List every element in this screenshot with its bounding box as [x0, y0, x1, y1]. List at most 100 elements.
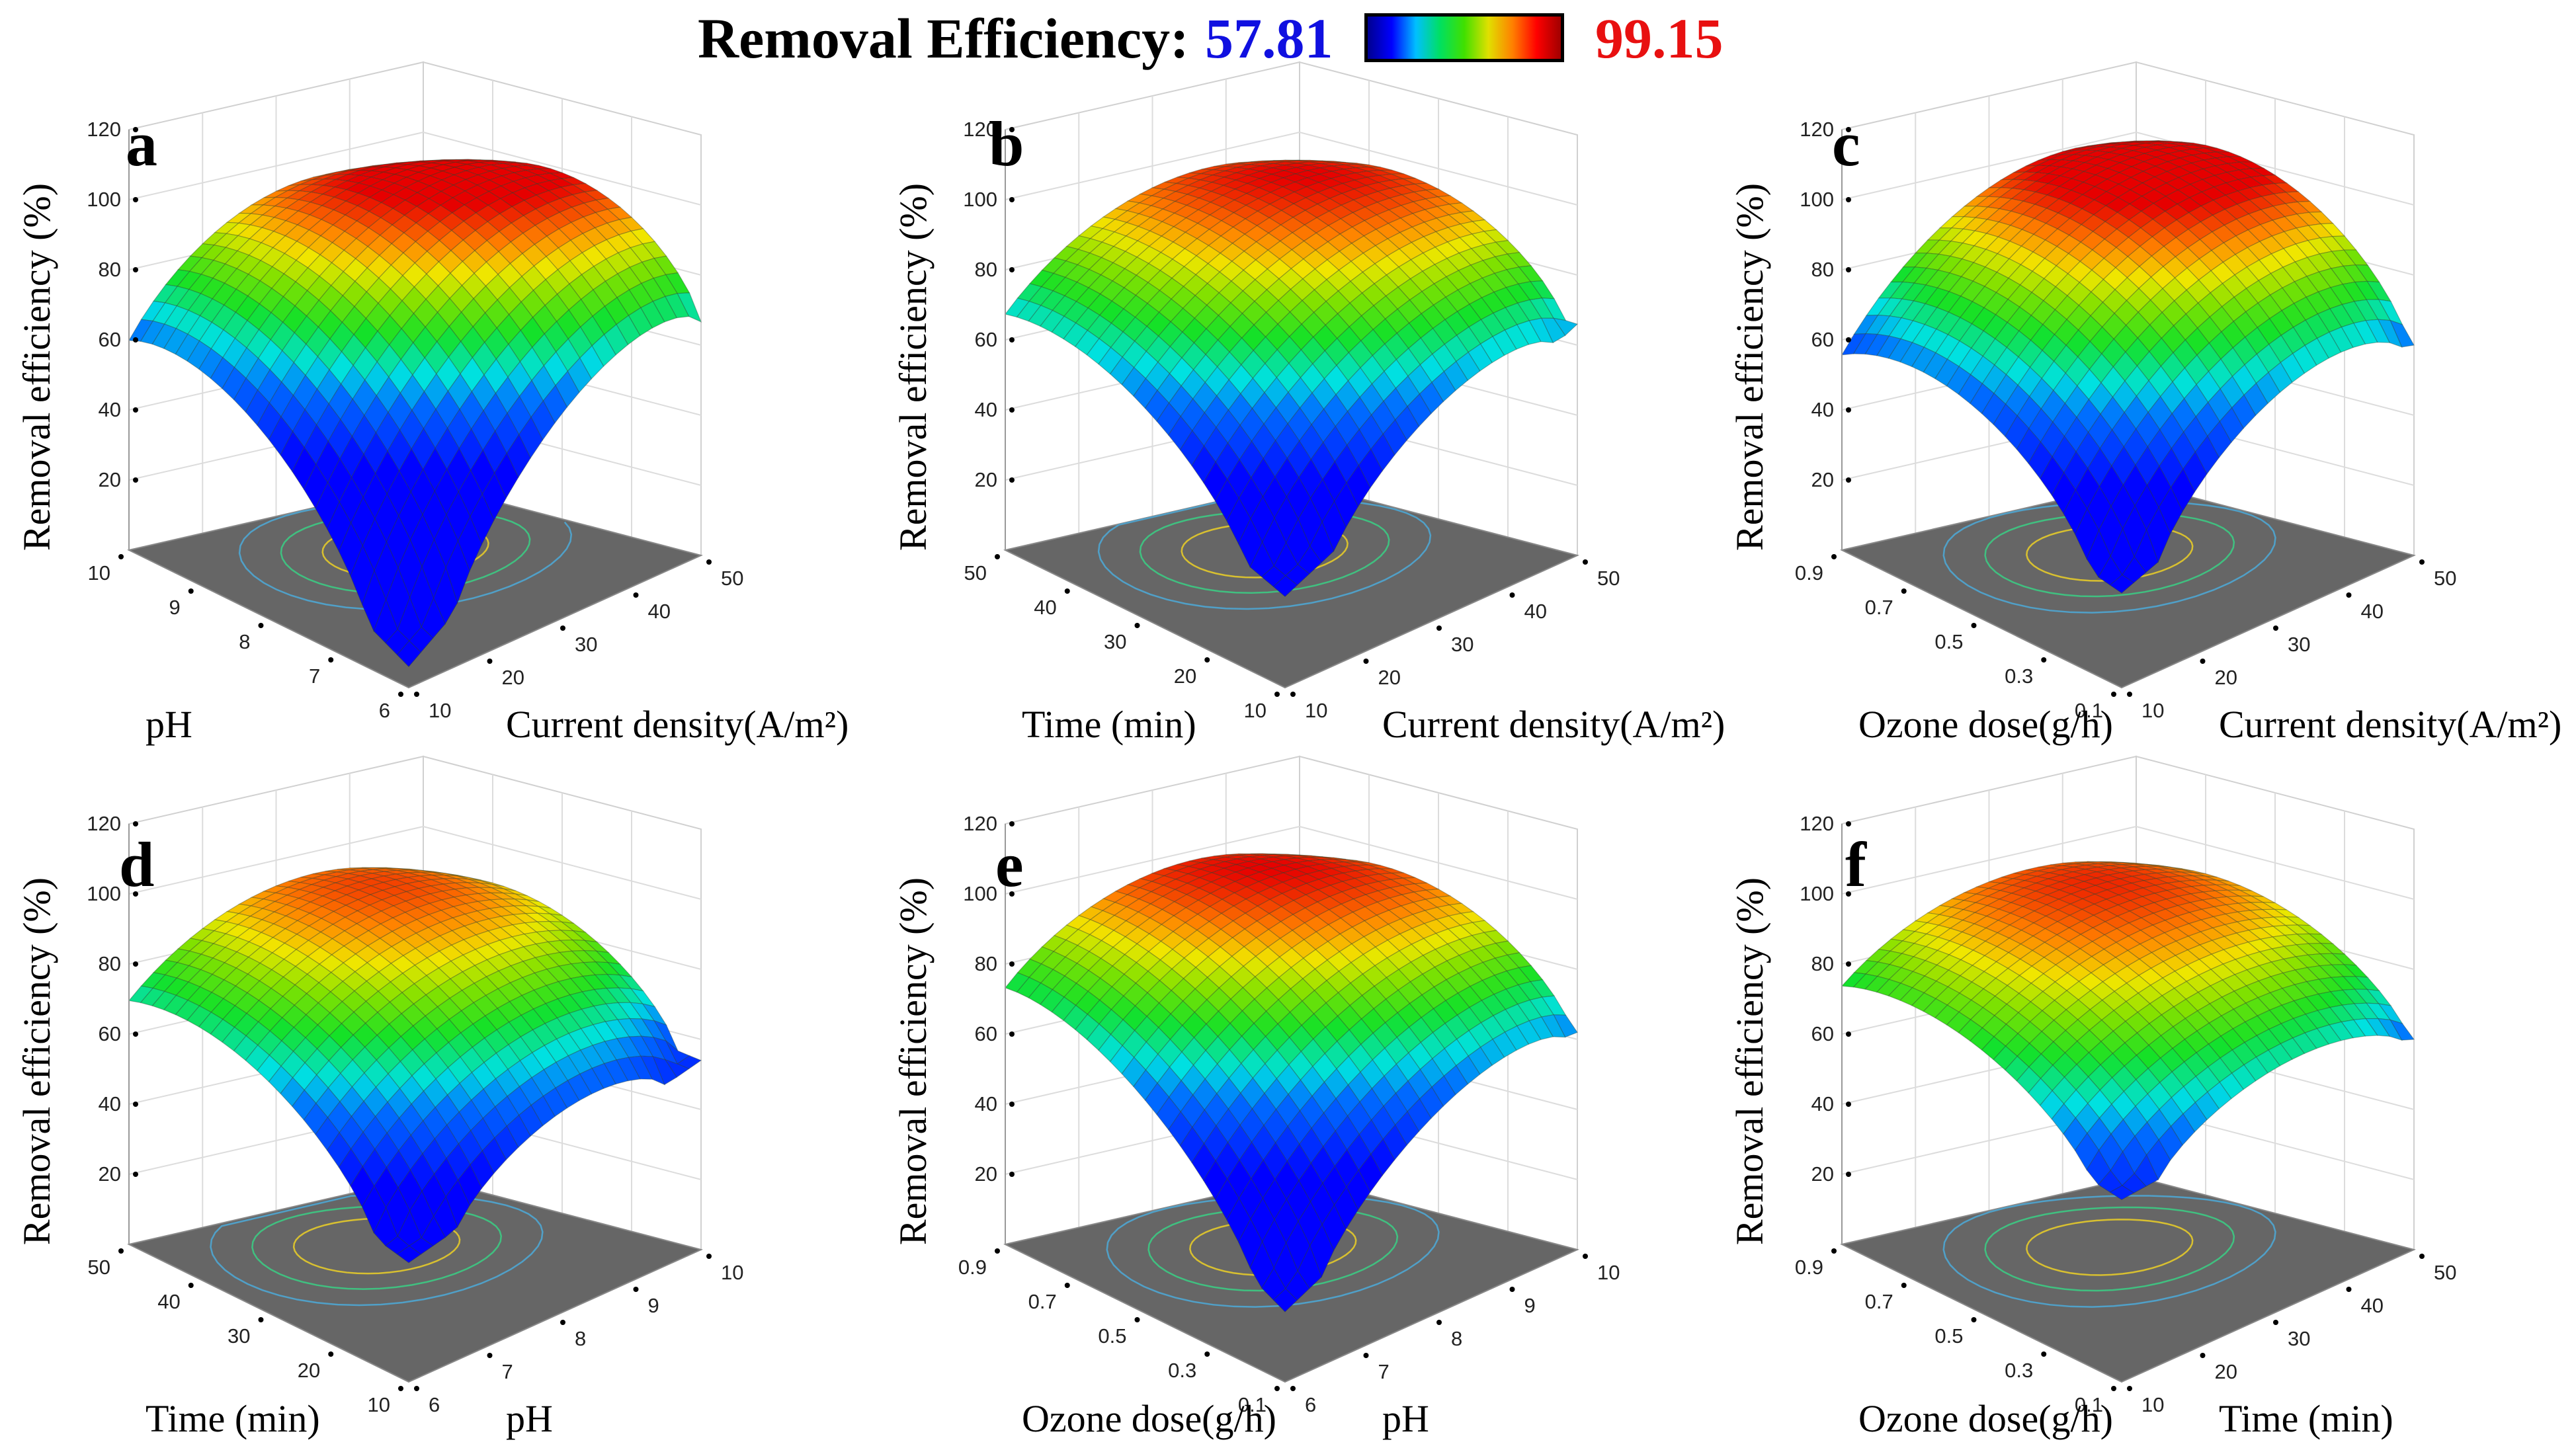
surface-facet — [1958, 374, 1983, 405]
surface-facet — [1273, 542, 1298, 577]
x-tick-label: 50 — [2434, 567, 2456, 590]
surface-facet — [1041, 257, 1067, 274]
surface-facet — [364, 1034, 390, 1061]
surface-facet — [373, 598, 398, 644]
surface-facet — [2079, 269, 2104, 293]
z-tick-mark — [1846, 821, 1851, 826]
y-tick-mark — [398, 692, 403, 697]
z-tick-mark — [133, 127, 138, 132]
panel-label-a: a — [126, 108, 157, 179]
surface-facet — [300, 175, 325, 182]
surface-facet — [2188, 908, 2215, 920]
surface-facet — [2075, 1102, 2100, 1134]
surface-facet — [2158, 1125, 2183, 1161]
surface-facet — [1268, 893, 1295, 907]
surface-facet — [524, 912, 551, 922]
colorbar-min-label: 57.81 — [1205, 7, 1333, 70]
surface-facet — [2121, 556, 2147, 584]
surface-facet — [1296, 860, 1321, 867]
y-tick-mark — [188, 1283, 194, 1288]
x-tick-mark — [2346, 1287, 2352, 1292]
surface-facet — [1296, 856, 1321, 862]
surface-facet — [366, 971, 392, 992]
surface-facet — [2087, 1117, 2112, 1151]
y-tick-mark — [2041, 1351, 2047, 1357]
surface-facet — [2070, 171, 2097, 183]
surface-facet — [1161, 889, 1188, 903]
surface-facet — [2074, 862, 2098, 866]
surface-facet — [392, 214, 417, 233]
surface-facet — [1126, 898, 1151, 913]
surface-facet — [2044, 921, 2070, 936]
surface-facet — [1335, 1115, 1360, 1151]
surface-facet — [1961, 923, 1987, 937]
surface-facet — [1911, 346, 1936, 373]
surface-facet — [1852, 973, 1878, 990]
surface-facet — [1431, 343, 1457, 372]
y-tick-mark — [118, 1248, 124, 1254]
surface-facet — [408, 1237, 434, 1255]
z-tick-label: 80 — [99, 258, 121, 281]
surface-facet — [2016, 427, 2042, 464]
surface-facet — [445, 540, 470, 604]
surface-facet — [2136, 1044, 2161, 1069]
surface-facet — [2046, 186, 2072, 200]
surface-facet — [2317, 991, 2343, 1008]
z-tick-label: 80 — [1811, 258, 1834, 281]
surface-facet — [335, 174, 360, 182]
surface-facet — [677, 292, 702, 323]
surface-facet — [2127, 245, 2153, 267]
surface-facet — [1901, 943, 1927, 957]
surface-facet — [2077, 368, 2102, 401]
y-tick-label: 30 — [1104, 630, 1126, 653]
z-tick-label: 40 — [99, 1092, 121, 1115]
surface-facet — [2152, 196, 2179, 212]
z-tick-mark — [1009, 477, 1015, 483]
surface-facet — [292, 1062, 317, 1091]
surface-facet — [550, 172, 574, 179]
z-tick-label: 100 — [87, 882, 121, 905]
surface-facet — [1853, 959, 1879, 975]
z-tick-label: 100 — [1800, 882, 1834, 905]
surface-facet — [1089, 910, 1116, 926]
surface-facet — [440, 174, 467, 186]
surface-facet — [2163, 237, 2188, 258]
surface-facet — [1088, 940, 1114, 959]
x-tick-label: 8 — [1451, 1327, 1462, 1350]
y-tick-mark — [1971, 623, 1977, 628]
surface-facet — [1259, 861, 1286, 869]
surface-facet — [1222, 871, 1249, 882]
surface-facet — [581, 974, 608, 990]
z-tick-mark — [133, 1102, 138, 1107]
surface-facet — [1902, 253, 1929, 268]
surface-facet — [1308, 859, 1333, 865]
y-tick-mark — [995, 554, 1000, 559]
surface-facet — [1344, 861, 1369, 866]
z-tick-mark — [1846, 337, 1851, 342]
surface-facet — [2087, 485, 2112, 532]
y-tick-label: 0.1 — [1238, 1393, 1267, 1416]
surface-facet — [555, 1080, 580, 1109]
surface-facet — [2158, 486, 2183, 535]
surface-facet — [2079, 927, 2106, 942]
surface-facet — [2066, 981, 2091, 1000]
surface-facet — [352, 1046, 378, 1074]
surface-facet — [177, 270, 202, 290]
surface-facet — [2042, 964, 2068, 983]
surface-facet — [369, 889, 395, 901]
z-tick-label: 20 — [975, 1162, 997, 1186]
surface-facet — [1202, 461, 1228, 502]
surface-facet — [555, 1055, 581, 1081]
surface-facet — [1173, 907, 1199, 924]
surface-facet — [425, 311, 450, 342]
x-tick-label: 40 — [1524, 600, 1547, 623]
surface-facet — [2304, 337, 2329, 366]
surface-facet — [399, 1049, 425, 1076]
surface-facet — [2138, 299, 2163, 326]
surface-facet — [2022, 882, 2050, 892]
x-tick-label: 6 — [1305, 1393, 1316, 1416]
surface-facet — [1313, 980, 1339, 1004]
surface-facet — [483, 1053, 509, 1080]
surface-facet — [210, 356, 235, 389]
surface-facet — [1198, 872, 1225, 883]
